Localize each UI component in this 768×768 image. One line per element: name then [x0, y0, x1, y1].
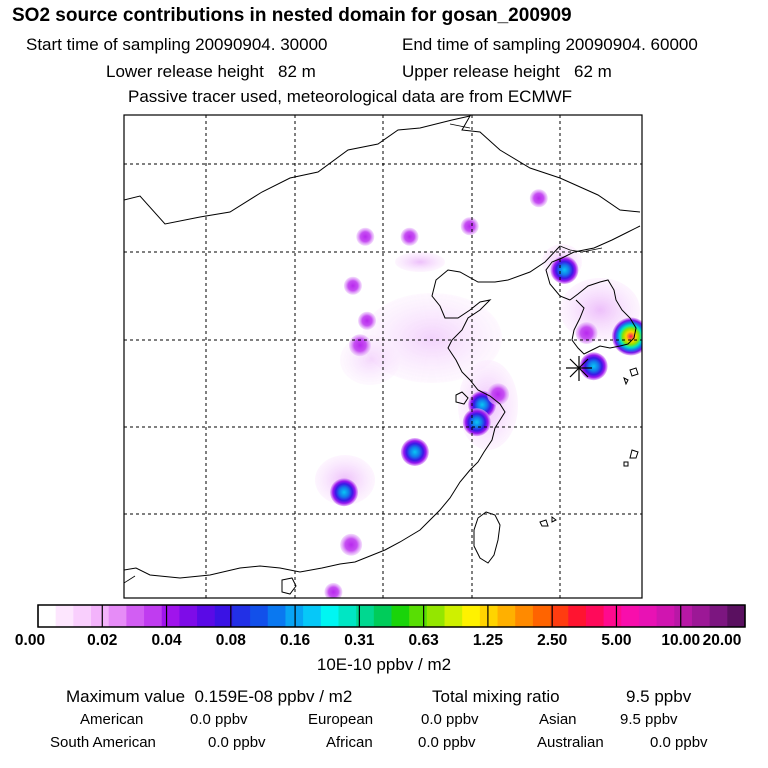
start-time-label: Start time of sampling 20090904. 30000	[26, 35, 328, 54]
colorbar-segment-16	[320, 605, 339, 627]
hotspot-14	[460, 217, 479, 236]
colorbar-segment-8	[179, 605, 198, 627]
colorbar-segment-13	[267, 605, 286, 627]
hotspot-8	[400, 438, 429, 466]
colorbar-unit: 10E-10 ppbv / m2	[316, 655, 452, 674]
hotspot-9	[330, 478, 359, 507]
hotspot-6	[462, 408, 491, 437]
african-value: 0.0 ppbv	[418, 734, 476, 751]
colorbar	[37, 604, 746, 628]
colorbar-segment-0	[38, 605, 57, 627]
colorbar-segment-28	[532, 605, 552, 627]
south-american-label: South American	[50, 734, 156, 751]
european-value: 0.0 ppbv	[421, 711, 479, 728]
colorbar-segment-4	[108, 605, 127, 627]
colorbar-segment-32	[603, 605, 622, 627]
colorbar-tick-label: 10.00	[661, 632, 701, 649]
max-value-label: Maximum value 0.159E-08 ppbv / m2	[66, 687, 353, 706]
colorbar-tick-label: 5.00	[601, 632, 632, 649]
tracer-note: Passive tracer used, meteorological data…	[128, 87, 573, 106]
hotspot-17	[358, 311, 377, 330]
australian-label: Australian	[537, 734, 604, 751]
colorbar-segment-20	[391, 605, 410, 627]
colorbar-segment-31	[585, 605, 605, 627]
chart-title: SO2 source contributions in nested domai…	[12, 5, 572, 26]
colorbar-segment-30	[568, 605, 587, 627]
colorbar-segment-27	[515, 605, 534, 627]
colorbar-segment-38	[709, 605, 728, 627]
colorbar-segment-12	[250, 605, 269, 627]
hotspot-1	[611, 317, 642, 356]
colorbar-segment-15	[303, 605, 322, 627]
hotspot-15	[529, 189, 548, 208]
south-american-value: 0.0 ppbv	[208, 734, 266, 751]
colorbar-segment-36	[674, 605, 693, 627]
asian-label: Asian	[539, 711, 577, 728]
end-time-label: End time of sampling 20090904. 60000	[402, 35, 698, 54]
hotspot-7	[348, 334, 371, 357]
australian-value: 0.0 ppbv	[650, 734, 708, 751]
colorbar-segment-21	[409, 605, 428, 627]
colorbar-frame	[37, 604, 746, 628]
total-label: Total mixing ratio	[432, 687, 560, 706]
american-value: 0.0 ppbv	[190, 711, 248, 728]
colorbar-segment-37	[691, 605, 711, 627]
african-label: African	[326, 734, 373, 751]
receptor-marker	[566, 356, 592, 381]
hotspot-0	[550, 256, 579, 284]
colorbar-segment-7	[161, 605, 180, 627]
upper-height-label: Upper release height 62 m	[402, 62, 612, 81]
colorbar-segment-10	[214, 605, 233, 627]
colorbar-segment-3	[91, 605, 110, 627]
colorbar-tick-label: 0.08	[215, 632, 246, 649]
lower-height-label: Lower release height 82 m	[106, 62, 316, 81]
colorbar-segment-9	[197, 605, 216, 627]
total-value: 9.5 ppbv	[626, 687, 692, 706]
hotspot-10	[340, 533, 363, 556]
colorbar-tick-label: 0.02	[87, 632, 118, 649]
american-label: American	[80, 711, 144, 728]
hotspot-2	[575, 322, 598, 344]
hotspot-3	[579, 352, 608, 381]
hotspot-13	[400, 227, 419, 246]
colorbar-segment-6	[144, 605, 163, 627]
colorbar-segment-1	[55, 605, 74, 627]
colorbar-segment-2	[73, 605, 92, 627]
colorbar-segment-5	[126, 605, 145, 627]
colorbar-segment-17	[338, 605, 357, 627]
colorbar-segment-11	[232, 605, 251, 627]
european-label: European	[308, 711, 374, 728]
hotspot-layer	[324, 189, 642, 598]
colorbar-segment-26	[497, 605, 516, 627]
colorbar-tick-label: 2.50	[537, 632, 568, 649]
hotspot-5	[487, 383, 510, 406]
asian-value: 9.5 ppbv	[620, 711, 678, 728]
hotspot-12	[356, 227, 375, 246]
colorbar-tick-label: 0.63	[408, 632, 439, 649]
hotspot-16	[343, 276, 362, 295]
colorbar-segment-25	[479, 605, 499, 627]
colorbar-segment-18	[356, 605, 375, 627]
colorbar-tick-label: 1.25	[472, 632, 503, 649]
hotspot-11	[324, 583, 343, 598]
colorbar-segment-23	[444, 605, 463, 627]
colorbar-tick-label: 0.04	[151, 632, 182, 649]
colorbar-segment-24	[462, 605, 481, 627]
colorbar-tick-label: 0.00	[14, 632, 46, 649]
colorbar-segment-33	[621, 605, 640, 627]
colorbar-tick-label: 0.16	[279, 632, 311, 649]
colorbar-segment-35	[656, 605, 675, 627]
coastlines	[124, 115, 641, 595]
lat-lon-grid	[124, 115, 642, 598]
colorbar-segment-19	[373, 605, 392, 627]
colorbar-segment-39	[727, 605, 746, 627]
map-frame	[123, 114, 643, 599]
colorbar-segment-34	[638, 605, 658, 627]
colorbar-tick-label: 0.31	[344, 632, 375, 649]
colorbar-segment-29	[550, 605, 569, 627]
colorbar-segment-22	[426, 605, 446, 627]
colorbar-tick-label: 20.00	[702, 632, 742, 649]
